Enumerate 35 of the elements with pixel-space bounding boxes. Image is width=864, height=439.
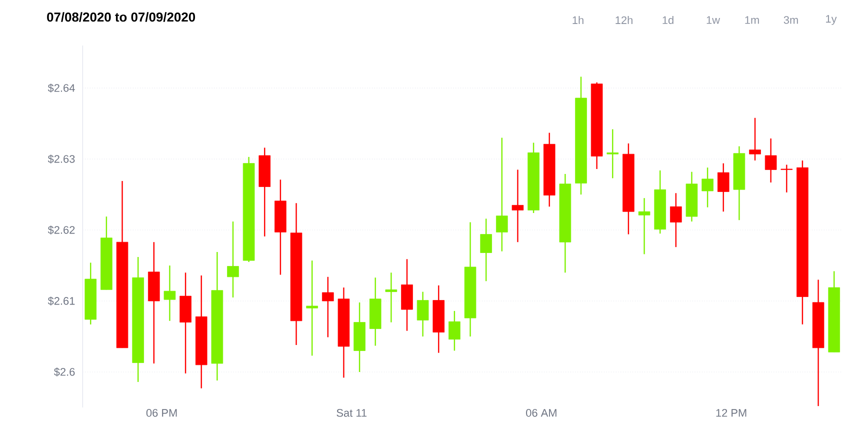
candlestick (764, 138, 777, 184)
text: 1m (745, 16, 759, 24)
x-tick-label: 12 PM (716, 409, 746, 417)
y-tick-label: $2.62 (48, 226, 75, 234)
candlestick (480, 218, 492, 282)
candlestick (638, 197, 650, 255)
y-tick-label: $2.64 (48, 84, 75, 93)
text: 1y (826, 15, 837, 25)
candlestick (322, 276, 334, 338)
y-tick-label: $2.63 (48, 154, 75, 164)
candlestick (164, 264, 176, 322)
candlestick (416, 291, 429, 338)
y-tick-label: $2.6 (54, 368, 75, 376)
x-tick-label: 06 AM (526, 409, 556, 417)
candlestick (496, 137, 508, 252)
candlestick (606, 128, 619, 179)
x-tick-label: 06 PM (146, 409, 177, 417)
candlestick (717, 162, 730, 212)
text: 1h (572, 16, 584, 24)
candlestick (385, 272, 398, 323)
candlestick (512, 169, 524, 243)
candlestick (306, 260, 318, 356)
candlestick (227, 220, 239, 298)
candlestick (448, 310, 460, 352)
chart-title: 07/08/2020 to 07/09/2020 (47, 12, 196, 22)
text: 12h (616, 16, 632, 24)
candlestick (702, 166, 714, 208)
candlestick (749, 117, 761, 162)
candlestick (780, 164, 793, 194)
x-tick-label: Sat 11 (336, 409, 367, 417)
text: 1d (662, 16, 674, 24)
y-tick-label: $2.61 (48, 296, 75, 306)
candlestick (670, 192, 682, 248)
text: 1w (706, 16, 720, 24)
text: 3m (784, 16, 798, 24)
